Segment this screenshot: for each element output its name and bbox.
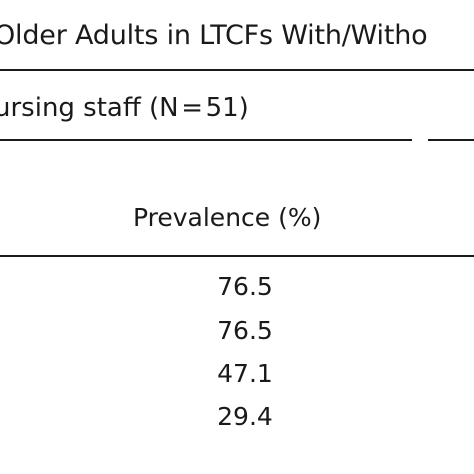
prevalence-cell: 29.4 <box>217 402 273 431</box>
header-rule <box>0 255 474 257</box>
prevalence-cell: 76.5 <box>217 272 273 301</box>
prevalence-cell: 76.5 <box>217 316 273 345</box>
column-header-prevalence: Prevalence (%) <box>133 203 322 232</box>
group-header: ursing staff (N = 51) <box>0 93 249 123</box>
top-rule <box>0 69 474 71</box>
prevalence-cell: 47.1 <box>217 359 273 388</box>
table-title: Older Adults in LTCFs With/Witho <box>0 20 428 51</box>
group-rule-right <box>428 139 474 141</box>
group-rule-left <box>0 139 412 141</box>
